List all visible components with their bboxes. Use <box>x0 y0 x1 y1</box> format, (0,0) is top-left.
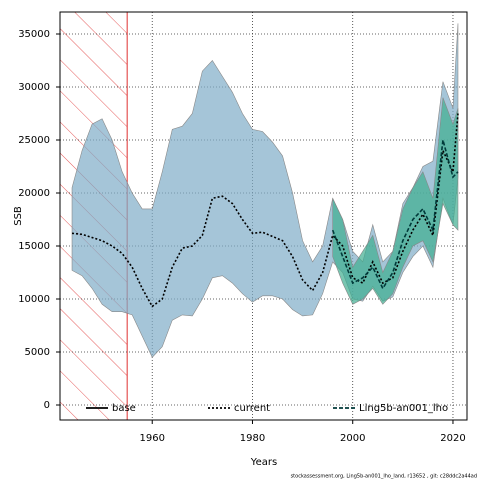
legend-label: current <box>234 403 270 414</box>
legend-label: base <box>112 403 136 414</box>
x-tick-label: 2000 <box>340 433 365 444</box>
y-tick-label: 25000 <box>18 135 50 146</box>
y-axis-label: SSB <box>13 206 24 226</box>
confidence-band <box>332 97 459 305</box>
y-tick-label: 0 <box>44 400 50 411</box>
series-line <box>71 113 459 308</box>
plot-frame <box>59 11 468 421</box>
x-axis-label: Years <box>250 457 277 468</box>
y-tick-label: 35000 <box>18 29 50 40</box>
y-tick-label: 10000 <box>18 294 50 305</box>
confidence-band <box>71 23 459 358</box>
footer: stockassessment.org, Ling5b-an001_lho_la… <box>291 474 477 480</box>
y-tick-label: 15000 <box>18 241 50 252</box>
x-tick-label: 2020 <box>440 433 465 444</box>
series-line <box>331 139 459 291</box>
x-tick-label: 1980 <box>240 433 265 444</box>
legend-label: Ling5b-an001_lho <box>359 403 448 414</box>
y-tick-label: 20000 <box>18 188 50 199</box>
y-tick-label: 5000 <box>25 347 50 358</box>
y-tick-label: 30000 <box>18 82 50 93</box>
x-tick-label: 1960 <box>140 433 165 444</box>
